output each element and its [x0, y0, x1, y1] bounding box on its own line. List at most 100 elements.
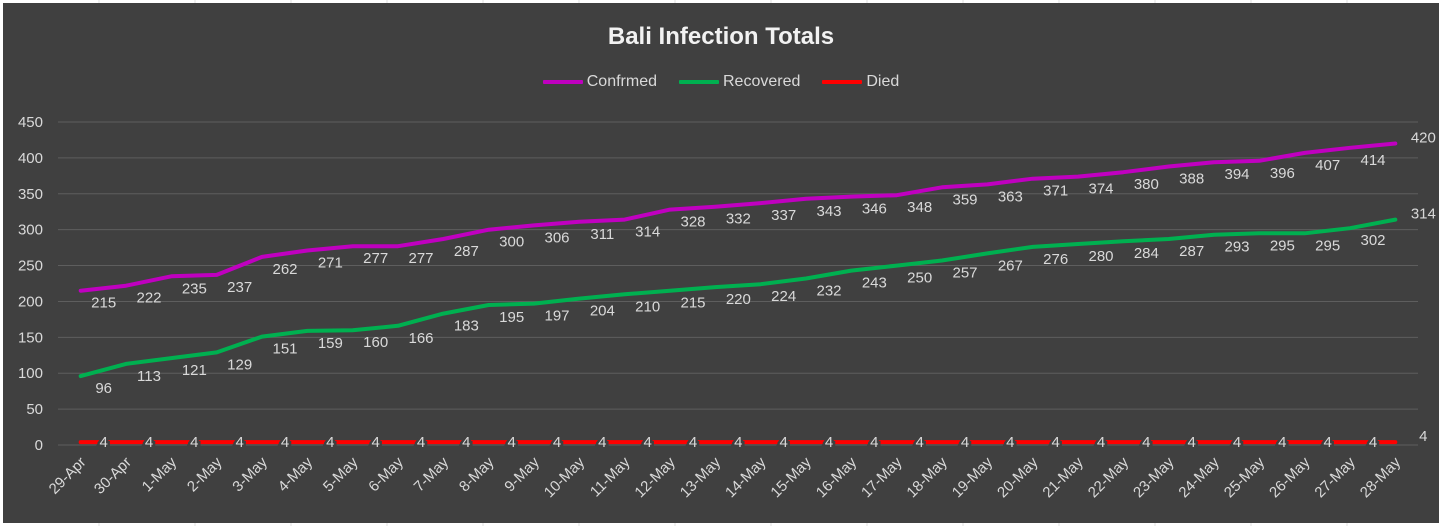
x-tick-label: 12-May — [631, 453, 679, 501]
x-tick-label: 15-May — [767, 453, 815, 501]
data-label: 4 — [1142, 434, 1150, 451]
data-label: 129 — [227, 356, 252, 373]
data-label: 4 — [1097, 434, 1105, 451]
data-label: 4 — [643, 434, 651, 451]
data-label: 314 — [635, 224, 660, 241]
data-label: 348 — [907, 199, 932, 216]
x-tick-label: 21-May — [1039, 453, 1087, 501]
y-tick-label: 450 — [18, 114, 43, 131]
data-label: 166 — [408, 330, 433, 347]
data-label: 359 — [952, 191, 977, 208]
legend-item-died: Died — [822, 73, 899, 91]
x-tick-label: 11-May — [587, 453, 634, 500]
x-tick-label: 20-May — [994, 453, 1042, 501]
data-label: 295 — [1270, 237, 1295, 254]
data-label: 4 — [689, 434, 697, 451]
data-label: 314 — [1411, 206, 1436, 223]
x-tick-label: 26-May — [1266, 453, 1314, 501]
x-tick-label: 19-May — [949, 453, 997, 501]
data-label: 293 — [1224, 239, 1249, 256]
data-label: 210 — [635, 298, 660, 315]
y-tick-label: 0 — [35, 437, 43, 454]
data-label: 220 — [726, 291, 751, 308]
data-label: 4 — [1233, 434, 1241, 451]
data-label: 96 — [95, 380, 112, 397]
data-label: 420 — [1411, 130, 1436, 147]
y-tick-label: 250 — [18, 258, 43, 275]
data-label: 4 — [281, 434, 289, 451]
legend-label-confirmed: Confrmed — [586, 73, 657, 90]
x-tick-label: 24-May — [1175, 453, 1223, 501]
data-label: 4 — [1187, 434, 1195, 451]
x-tick-label: 14-May — [722, 453, 770, 501]
data-label: 394 — [1224, 166, 1249, 183]
y-tick-label: 150 — [18, 329, 43, 346]
chart-title: Bali Infection Totals — [607, 23, 835, 50]
x-tick-label: 29-Apr — [46, 454, 90, 498]
legend-swatch-confirmed — [542, 80, 583, 84]
data-label: 271 — [318, 254, 343, 271]
data-label: 371 — [1043, 183, 1068, 200]
data-label: 250 — [907, 270, 932, 287]
data-label: 4 — [145, 434, 153, 451]
data-label: 295 — [1315, 237, 1340, 254]
data-label: 337 — [771, 207, 796, 224]
data-label: 277 — [408, 250, 433, 267]
data-label: 121 — [182, 362, 207, 379]
x-tick-label: 18-May — [903, 453, 951, 501]
data-label: 407 — [1315, 157, 1340, 174]
x-tick-label: 25-May — [1221, 453, 1269, 501]
series-line-0 — [78, 141, 1398, 293]
x-tick-label: 3-May — [229, 453, 271, 495]
data-label: 4 — [326, 434, 334, 451]
data-label: 277 — [363, 250, 388, 267]
data-label: 4 — [915, 434, 923, 451]
data-label: 343 — [816, 203, 841, 220]
y-tick-label: 100 — [18, 365, 43, 382]
data-label: 4 — [1006, 434, 1014, 451]
x-tick-label: 27-May — [1311, 453, 1359, 501]
data-label: 4 — [1051, 434, 1059, 451]
data-label: 243 — [862, 275, 887, 292]
data-label: 4 — [99, 434, 107, 451]
data-label: 204 — [590, 303, 615, 320]
data-label: 222 — [136, 290, 161, 307]
legend-item-recovered: Recovered — [678, 73, 801, 91]
data-label: 262 — [272, 261, 297, 278]
data-label: 4 — [235, 434, 243, 451]
y-tick-label: 300 — [18, 222, 43, 239]
data-label: 4 — [825, 434, 833, 451]
data-label: 4 — [190, 434, 198, 451]
legend-label-recovered: Recovered — [722, 73, 801, 90]
data-label: 4 — [1323, 434, 1331, 451]
data-label: 183 — [454, 318, 479, 335]
legend-item-confirmed: Confrmed — [542, 73, 657, 91]
data-label: 215 — [91, 295, 116, 312]
data-label: 276 — [1043, 251, 1068, 268]
data-label: 224 — [771, 288, 796, 305]
x-tick-label: 9-May — [501, 453, 543, 495]
chart-area[interactable]: 0 50 100 150 200 250 300 350 400 450 29-Apr 30-Apr 1… — [3, 3, 1439, 523]
data-label: 4 — [870, 434, 878, 451]
y-tick-label: 200 — [18, 293, 43, 310]
data-label: 287 — [454, 243, 479, 260]
x-tick-label: 28-May — [1357, 453, 1405, 501]
data-label: 159 — [318, 335, 343, 352]
x-tick-label: 30-Apr — [91, 454, 135, 498]
series-line-1 — [78, 217, 1398, 379]
data-label: 280 — [1088, 248, 1113, 265]
data-label: 306 — [544, 229, 569, 246]
legend-swatch-recovered — [678, 80, 719, 84]
data-label: 4 — [779, 434, 787, 451]
data-label: 4 — [961, 434, 969, 451]
y-tick-label: 400 — [18, 150, 43, 167]
data-label: 4 — [553, 434, 561, 451]
x-tick-label: 5-May — [320, 453, 362, 495]
data-label: 4 — [507, 434, 515, 451]
x-tick-label: 7-May — [411, 453, 453, 495]
x-tick-label: 6-May — [365, 453, 407, 495]
data-label: 346 — [862, 201, 887, 218]
data-label: 388 — [1179, 171, 1204, 188]
data-label: 302 — [1360, 232, 1385, 249]
x-tick-label: 2-May — [184, 453, 226, 495]
